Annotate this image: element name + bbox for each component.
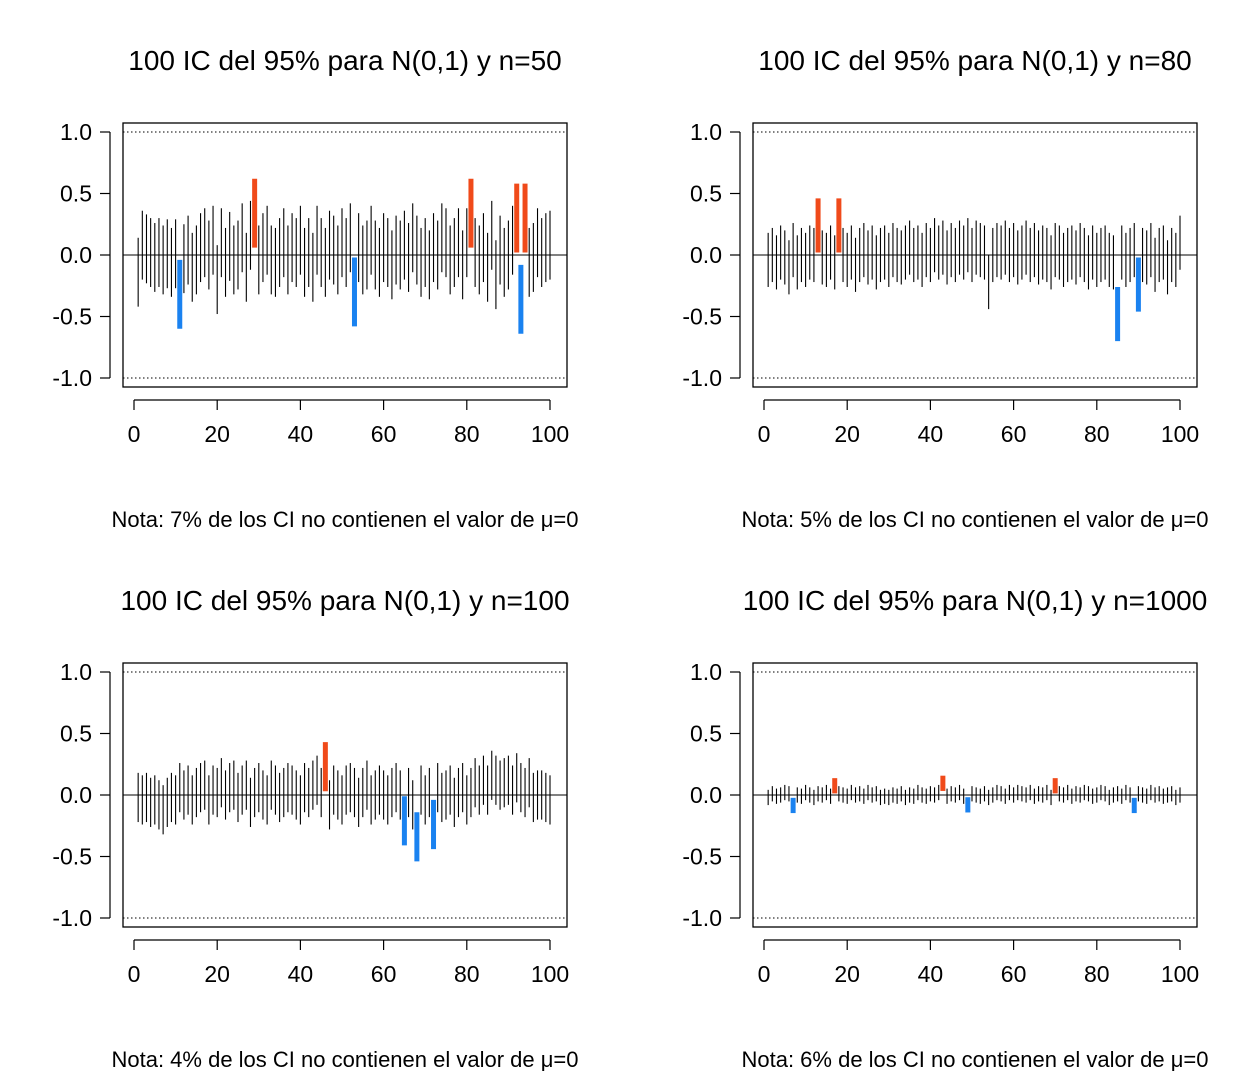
ci-panel-n50: 100 IC del 95% para N(0,1) y n=50 Nota: … (52, 45, 578, 532)
x-tick-label: 80 (454, 421, 480, 447)
y-tick-label: -1.0 (682, 365, 722, 391)
panel-title: 100 IC del 95% para N(0,1) y n=50 (128, 45, 561, 76)
y-tick-label: 1.0 (690, 659, 722, 685)
y-tick-label: 0.5 (690, 181, 722, 207)
panel-note: Nota: 7% de los CI no contienen el valor… (111, 507, 578, 532)
panel-title: 100 IC del 95% para N(0,1) y n=100 (120, 585, 569, 616)
y-tick-label: 0.0 (690, 782, 722, 808)
panel-note: Nota: 5% de los CI no contienen el valor… (741, 507, 1208, 532)
y-tick-label: 0.5 (60, 181, 92, 207)
x-tick-label: 40 (918, 421, 944, 447)
y-tick-label: -0.5 (52, 304, 92, 330)
x-tick-label: 80 (1084, 961, 1110, 987)
x-tick-label: 40 (288, 961, 314, 987)
x-tick-label: 60 (371, 421, 397, 447)
y-tick-label: -0.5 (52, 844, 92, 870)
panel-title: 100 IC del 95% para N(0,1) y n=80 (758, 45, 1191, 76)
ci-panel-n100: 100 IC del 95% para N(0,1) y n=100 Nota:… (52, 585, 578, 1072)
x-tick-label: 100 (531, 421, 569, 447)
x-tick-label: 20 (204, 961, 230, 987)
y-tick-label: 0.0 (60, 242, 92, 268)
y-tick-label: -1.0 (52, 905, 92, 931)
y-tick-label: 0.0 (60, 782, 92, 808)
ci-panel-n1000: 100 IC del 95% para N(0,1) y n=1000 Nota… (682, 585, 1208, 1072)
x-tick-label: 20 (834, 961, 860, 987)
y-tick-label: -0.5 (682, 304, 722, 330)
x-tick-label: 100 (1161, 961, 1199, 987)
y-tick-label: -0.5 (682, 844, 722, 870)
x-tick-label: 40 (918, 961, 944, 987)
x-tick-label: 100 (1161, 421, 1199, 447)
x-tick-label: 0 (128, 961, 141, 987)
panel-note: Nota: 6% de los CI no contienen el valor… (741, 1047, 1208, 1072)
y-tick-label: 0.0 (690, 242, 722, 268)
x-tick-label: 0 (128, 421, 141, 447)
x-tick-label: 60 (1001, 421, 1027, 447)
x-tick-label: 0 (758, 961, 771, 987)
x-tick-label: 100 (531, 961, 569, 987)
x-tick-label: 60 (1001, 961, 1027, 987)
y-tick-label: 1.0 (690, 119, 722, 145)
x-tick-label: 0 (758, 421, 771, 447)
y-tick-label: 1.0 (60, 659, 92, 685)
x-tick-label: 60 (371, 961, 397, 987)
y-tick-label: 0.5 (690, 721, 722, 747)
x-tick-label: 80 (1084, 421, 1110, 447)
y-tick-label: -1.0 (682, 905, 722, 931)
x-tick-label: 20 (834, 421, 860, 447)
panel-note: Nota: 4% de los CI no contienen el valor… (111, 1047, 578, 1072)
x-tick-label: 40 (288, 421, 314, 447)
y-tick-label: -1.0 (52, 365, 92, 391)
x-tick-label: 80 (454, 961, 480, 987)
x-tick-label: 20 (204, 421, 230, 447)
y-tick-label: 1.0 (60, 119, 92, 145)
y-tick-label: 0.5 (60, 721, 92, 747)
panel-title: 100 IC del 95% para N(0,1) y n=1000 (743, 585, 1208, 616)
ci-panel-n80: 100 IC del 95% para N(0,1) y n=80 Nota: … (682, 45, 1208, 532)
